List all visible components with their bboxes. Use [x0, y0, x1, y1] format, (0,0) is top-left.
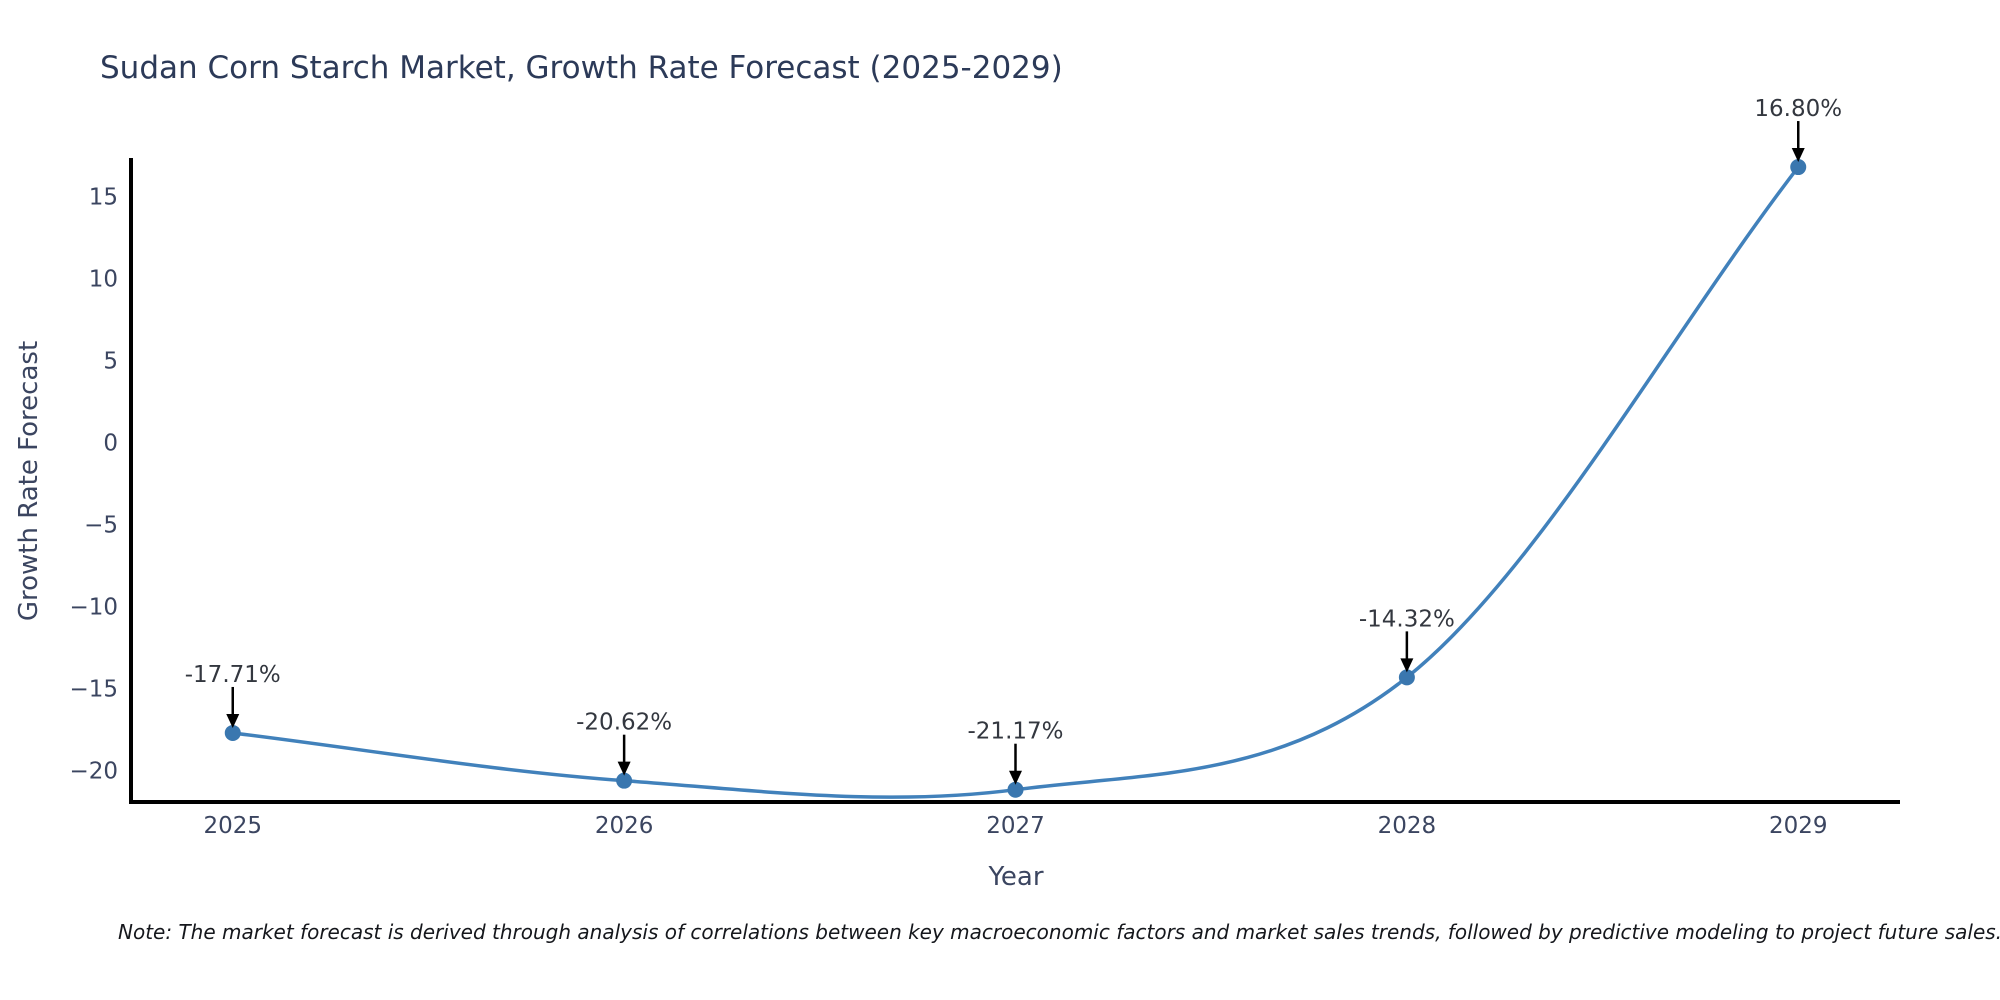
data-point-marker — [1007, 781, 1024, 798]
x-tick-label: 2029 — [1769, 813, 1828, 839]
data-point-label: -14.32% — [1359, 606, 1455, 632]
data-point-marker — [224, 724, 241, 741]
y-tick-label: 15 — [89, 185, 118, 211]
growth-rate-line — [231, 165, 1800, 799]
annotation-arrowhead — [1791, 148, 1805, 163]
annotation-arrowhead — [226, 713, 240, 728]
data-point-label: -17.71% — [185, 662, 281, 688]
y-tick-label: −20 — [69, 759, 118, 785]
data-point-label: -21.17% — [968, 719, 1064, 745]
x-tick-label: 2026 — [595, 813, 654, 839]
data-point-label: 16.80% — [1754, 96, 1842, 122]
x-axis-label: Year — [988, 862, 1044, 892]
x-tick-label: 2028 — [1378, 813, 1437, 839]
y-tick-label: 0 — [103, 431, 118, 457]
y-tick-label: 5 — [103, 349, 118, 375]
y-tick-label: 10 — [89, 267, 118, 293]
chart-title: Sudan Corn Starch Market, Growth Rate Fo… — [100, 50, 1063, 86]
annotation-arrowhead — [1009, 770, 1022, 785]
annotation-arrowhead — [617, 761, 631, 776]
data-point-marker — [1398, 669, 1415, 686]
data-point-marker — [1790, 159, 1807, 176]
x-tick-label: 2025 — [203, 813, 262, 839]
chart-footnote: Note: The market forecast is derived thr… — [118, 920, 2000, 944]
x-tick-label: 2027 — [986, 813, 1045, 839]
data-point-marker — [616, 772, 633, 789]
data-point-label: -20.62% — [576, 710, 672, 736]
y-tick-label: −15 — [69, 677, 118, 703]
y-tick-label: −10 — [69, 595, 118, 621]
y-tick-label: −5 — [84, 513, 118, 539]
annotation-arrowhead — [1400, 658, 1414, 673]
